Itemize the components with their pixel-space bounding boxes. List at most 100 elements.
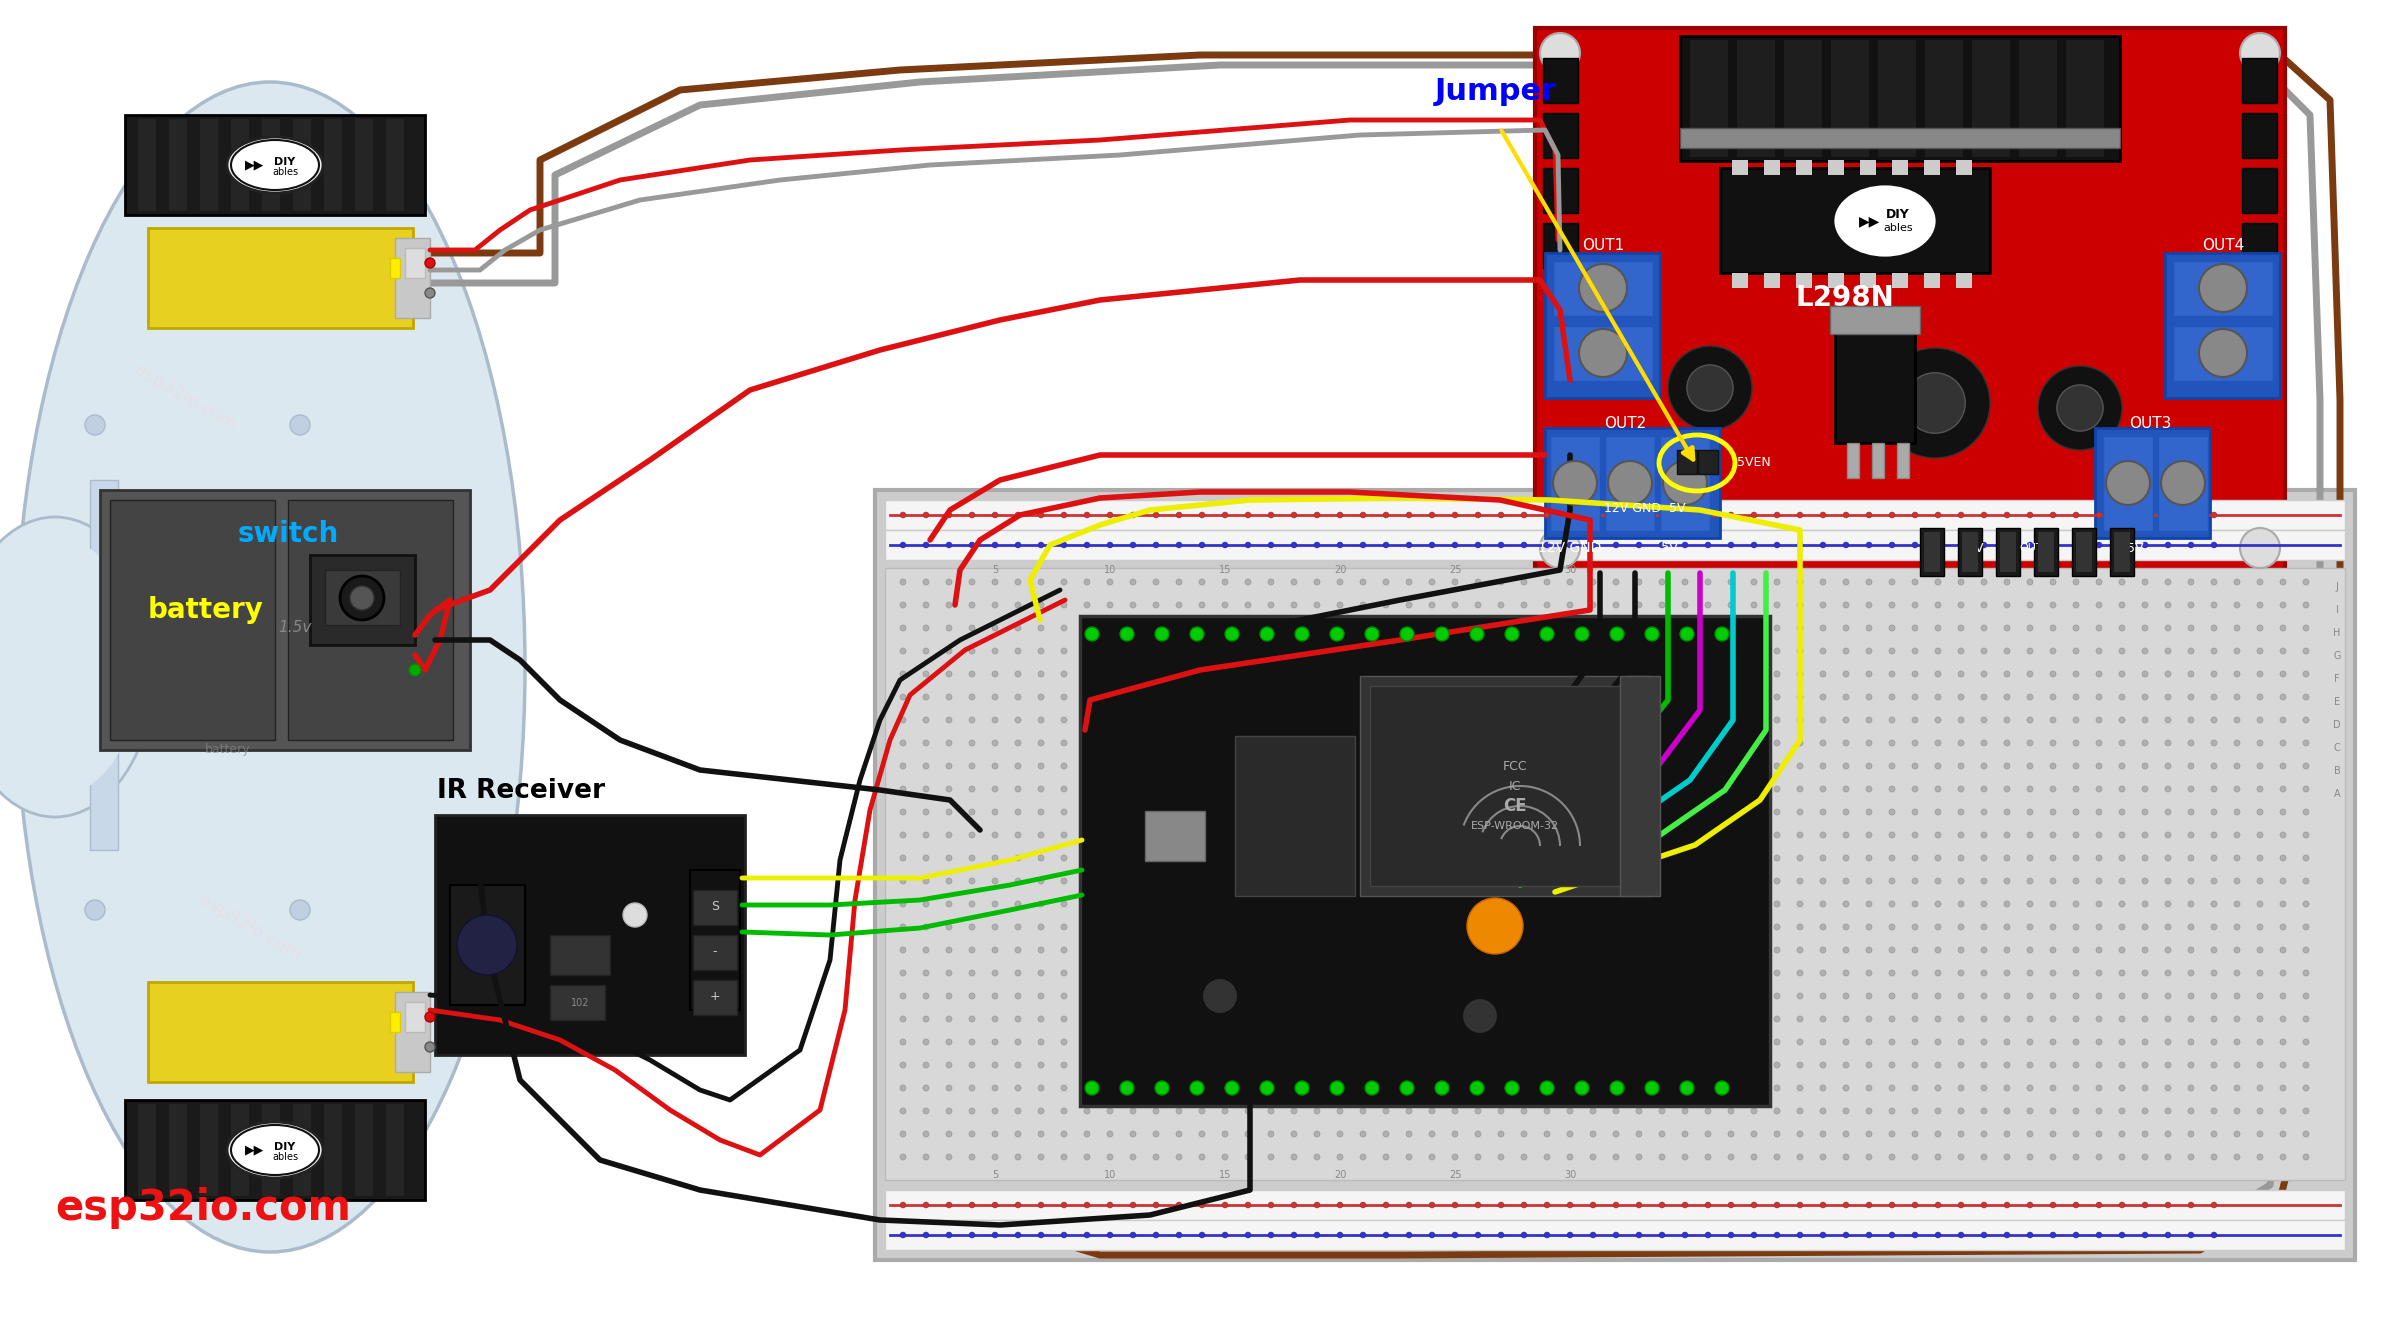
Bar (1956, 272, 1973, 288)
Ellipse shape (2049, 764, 2057, 769)
Ellipse shape (1568, 1108, 1572, 1113)
Bar (1690, 40, 1728, 158)
Ellipse shape (992, 947, 997, 953)
Ellipse shape (2258, 1108, 2263, 1113)
Ellipse shape (1750, 1039, 1757, 1045)
Ellipse shape (1522, 625, 1527, 631)
Bar (1733, 272, 1747, 288)
Bar (1925, 533, 1939, 571)
Text: 5VEN: 5VEN (1738, 457, 1771, 470)
Ellipse shape (1728, 1131, 1733, 1137)
Ellipse shape (2164, 513, 2172, 518)
Ellipse shape (2073, 672, 2078, 677)
Ellipse shape (923, 647, 930, 654)
Ellipse shape (1774, 901, 1781, 906)
Ellipse shape (1544, 1202, 1551, 1208)
Ellipse shape (1198, 786, 1206, 792)
Ellipse shape (1222, 542, 1227, 547)
Bar (261, 119, 280, 211)
Ellipse shape (1453, 602, 1457, 607)
Ellipse shape (2049, 694, 2057, 700)
Ellipse shape (1177, 764, 1182, 769)
Ellipse shape (992, 1016, 997, 1023)
Ellipse shape (0, 517, 156, 817)
Ellipse shape (1843, 971, 1848, 976)
Bar (1234, 736, 1354, 896)
Ellipse shape (1177, 647, 1182, 654)
Ellipse shape (1383, 625, 1388, 631)
Ellipse shape (2028, 854, 2033, 861)
Ellipse shape (1659, 901, 1666, 906)
Ellipse shape (1728, 1232, 1733, 1238)
Ellipse shape (1568, 694, 1572, 700)
Ellipse shape (1819, 1039, 1827, 1045)
Ellipse shape (1359, 878, 1366, 884)
Ellipse shape (2280, 1108, 2287, 1113)
Ellipse shape (1958, 1153, 1963, 1160)
Ellipse shape (1014, 993, 1021, 999)
Ellipse shape (1913, 878, 1918, 884)
Ellipse shape (1819, 1016, 1827, 1023)
Ellipse shape (1613, 717, 1618, 724)
Ellipse shape (1359, 924, 1366, 930)
Ellipse shape (2095, 740, 2102, 746)
Ellipse shape (1359, 993, 1366, 999)
Ellipse shape (1798, 647, 1803, 654)
Ellipse shape (2304, 740, 2308, 746)
Ellipse shape (2280, 809, 2287, 814)
Ellipse shape (923, 717, 930, 724)
Ellipse shape (1153, 1108, 1160, 1113)
Bar (693, 980, 736, 1015)
Ellipse shape (1314, 786, 1321, 792)
Ellipse shape (1750, 1232, 1757, 1238)
Ellipse shape (899, 542, 906, 547)
Ellipse shape (1014, 878, 1021, 884)
Bar (1680, 36, 2119, 162)
Ellipse shape (2164, 786, 2172, 792)
Ellipse shape (2004, 602, 2011, 607)
Ellipse shape (2304, 717, 2308, 724)
Ellipse shape (1038, 878, 1045, 884)
Ellipse shape (1819, 809, 1827, 814)
Ellipse shape (1062, 947, 1067, 953)
Ellipse shape (1107, 947, 1112, 953)
Ellipse shape (1429, 786, 1436, 792)
Ellipse shape (923, 764, 930, 769)
Ellipse shape (1222, 809, 1227, 814)
Ellipse shape (228, 138, 324, 194)
Ellipse shape (1704, 832, 1711, 838)
Ellipse shape (2164, 878, 2172, 884)
Ellipse shape (1958, 647, 1963, 654)
Ellipse shape (1958, 740, 1963, 746)
Ellipse shape (1338, 993, 1342, 999)
Ellipse shape (1750, 1153, 1757, 1160)
Ellipse shape (1980, 901, 1987, 906)
Bar (1371, 686, 1640, 886)
Ellipse shape (2210, 854, 2217, 861)
Ellipse shape (1704, 947, 1711, 953)
Bar (1860, 272, 1877, 288)
Ellipse shape (1083, 602, 1091, 607)
Ellipse shape (1198, 1153, 1206, 1160)
Ellipse shape (1436, 627, 1450, 641)
Ellipse shape (1407, 672, 1412, 677)
Ellipse shape (1314, 542, 1321, 547)
Ellipse shape (2304, 1131, 2308, 1137)
Ellipse shape (1750, 832, 1757, 838)
Ellipse shape (1498, 1232, 1503, 1238)
Ellipse shape (1613, 579, 1618, 585)
Ellipse shape (1383, 786, 1388, 792)
Ellipse shape (1934, 717, 1942, 724)
Ellipse shape (968, 1131, 976, 1137)
Ellipse shape (2119, 809, 2126, 814)
Ellipse shape (1407, 625, 1412, 631)
Ellipse shape (923, 878, 930, 884)
Ellipse shape (1268, 786, 1273, 792)
Ellipse shape (1589, 1131, 1596, 1137)
Ellipse shape (899, 854, 906, 861)
Ellipse shape (1453, 694, 1457, 700)
Ellipse shape (1292, 1063, 1297, 1068)
Ellipse shape (2164, 740, 2172, 746)
Ellipse shape (1338, 947, 1342, 953)
Ellipse shape (1062, 694, 1067, 700)
